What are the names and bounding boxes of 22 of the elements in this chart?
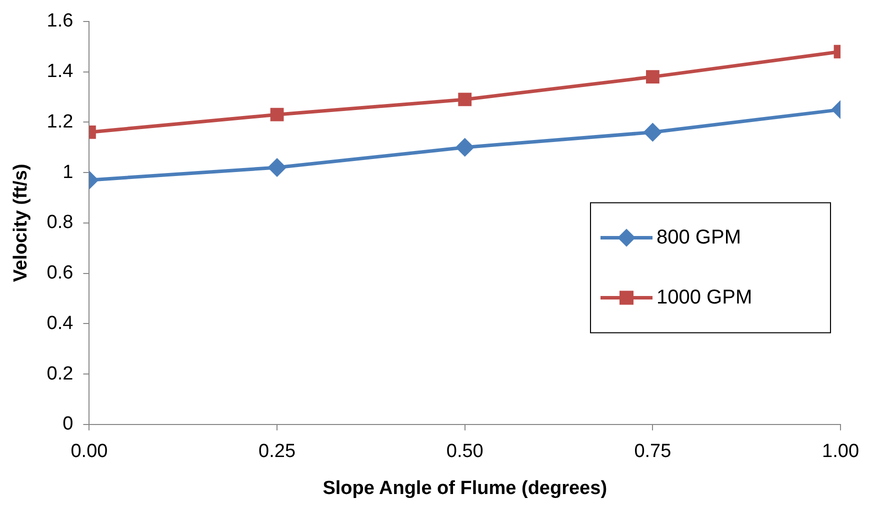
- y-axis-title: Velocity (ft/s): [10, 164, 32, 282]
- point: [458, 92, 472, 106]
- legend-label: 1000 GPM: [656, 286, 752, 308]
- y-tick-label: 1.4: [46, 61, 74, 82]
- x-tick-label: 0.00: [70, 441, 108, 462]
- y-tick-label: 0.2: [46, 363, 74, 384]
- y-tick-label: 0: [62, 414, 74, 435]
- y-tick-label: 1.2: [46, 111, 74, 132]
- legend-label: 800 GPM: [656, 226, 741, 248]
- y-tick-label: 1: [62, 162, 74, 183]
- point: [644, 123, 662, 141]
- y-tick-label: 0.4: [46, 312, 74, 334]
- x-tick-label: 1.00: [822, 441, 859, 462]
- x-tick-label: 0.75: [634, 441, 672, 462]
- x-tick-label: 0.50: [446, 441, 484, 462]
- y-tick-label: 0.6: [46, 262, 74, 284]
- y-tick-label: 0.8: [46, 212, 74, 234]
- x-tick-label: 0.25: [258, 441, 296, 462]
- point: [646, 70, 660, 84]
- y-tick-label: 1.6: [46, 10, 74, 32]
- point: [456, 138, 474, 156]
- x-axis-title: Slope Angle of Flume (degrees): [322, 478, 608, 499]
